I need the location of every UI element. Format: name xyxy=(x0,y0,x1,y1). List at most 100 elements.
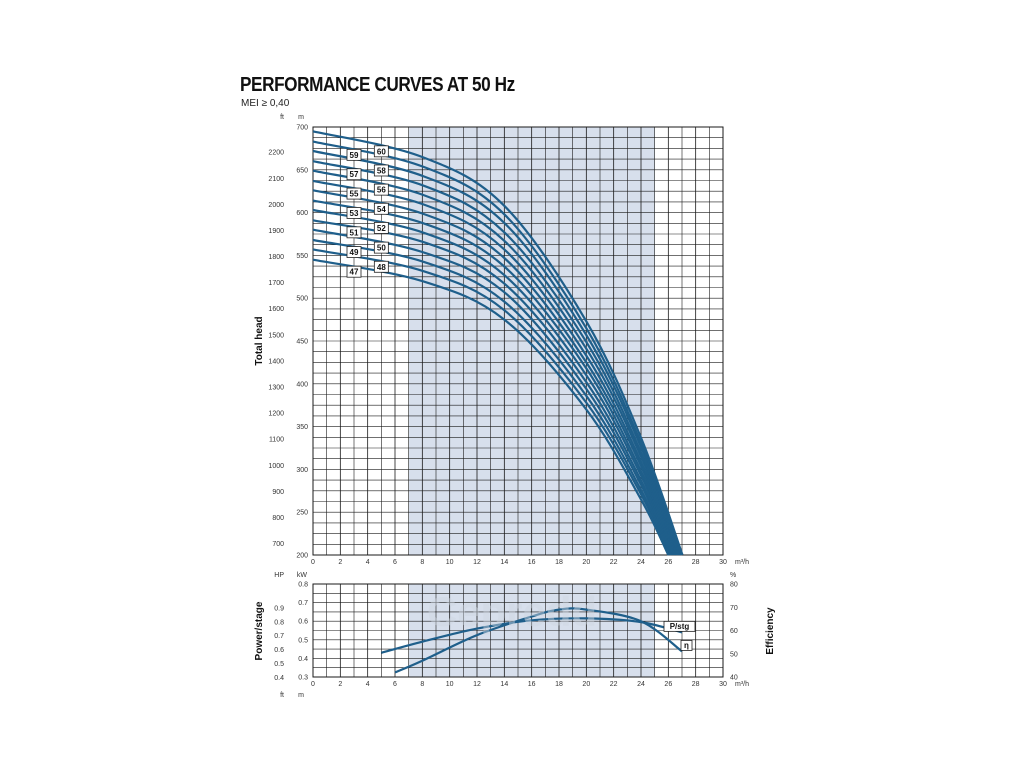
y-tick-label-kw: 0.3 xyxy=(298,675,308,682)
y2-tick-label: 50 xyxy=(730,651,738,658)
y-tick-label-ft: 1600 xyxy=(268,306,284,313)
y-unit-ft: ft xyxy=(280,114,284,121)
y-tick-label-m: 500 xyxy=(296,296,308,303)
y-tick-label-ft: 1000 xyxy=(268,463,284,470)
y-tick-label-ft: 2200 xyxy=(268,150,284,157)
x-tick-label: 20 xyxy=(582,559,590,566)
mei-subtitle: MEI ≥ 0,40 xyxy=(241,98,290,109)
head-curve-51 xyxy=(312,219,674,556)
series-label: η xyxy=(684,641,689,650)
y-tick-label-ft: 1900 xyxy=(268,228,284,235)
curve-label-60: 60 xyxy=(377,147,386,156)
y-tick-label-ft: 700 xyxy=(272,541,284,548)
x-tick-label: 24 xyxy=(637,681,645,688)
head-curve-55 xyxy=(312,179,679,556)
x-tick-label: 12 xyxy=(473,681,481,688)
x-tick-label: 26 xyxy=(664,559,672,566)
x-tick-label: 10 xyxy=(446,681,454,688)
head-curve-49 xyxy=(312,238,672,556)
head-curve-56 xyxy=(312,169,680,556)
curve-label-57: 57 xyxy=(350,170,359,179)
x-tick-label: 26 xyxy=(664,681,672,688)
x-tick-label: 28 xyxy=(692,681,700,688)
y-tick-label-kw: 0.5 xyxy=(298,637,308,644)
y-unit-m: m xyxy=(298,114,304,121)
y-tick-label-ft: 1300 xyxy=(268,385,284,392)
curve-label-box-48 xyxy=(373,260,389,273)
curve-label-box-50 xyxy=(373,241,389,254)
y-tick-label-hp: 0.9 xyxy=(274,605,284,612)
curve-label-53: 53 xyxy=(350,209,359,218)
x-tick-label: 22 xyxy=(610,681,618,688)
curve-label-58: 58 xyxy=(377,166,386,175)
curve-label-box-49 xyxy=(346,246,362,258)
curve-label-52: 52 xyxy=(377,224,386,233)
head-curve-48 xyxy=(312,248,671,556)
head-curve-54 xyxy=(312,189,678,556)
y-unit-hp: HP xyxy=(274,572,284,579)
y-tick-label-ft: 1800 xyxy=(268,254,284,261)
curve-label-56: 56 xyxy=(377,186,386,195)
curve-label-box-57 xyxy=(346,168,362,181)
head-chart: 0 2 4 6 8 10 12 14 16 18 20 22 24 26 28 30 m³/h200250300… xyxy=(254,114,749,566)
y-tick-label-kw: 0.4 xyxy=(298,656,308,663)
series-label-box xyxy=(663,620,696,632)
head-curve-53 xyxy=(312,199,676,556)
curve-efficiency xyxy=(394,607,683,674)
y2-axis-title: Efficiency xyxy=(765,607,776,655)
x-tick-label: 22 xyxy=(610,559,618,566)
curve-label-47: 47 xyxy=(350,268,359,277)
x-tick-label: 10 xyxy=(446,559,454,566)
y-tick-label-ft: 1500 xyxy=(268,332,284,339)
y-tick-label-ft: 1700 xyxy=(268,280,284,287)
x-tick-label: 20 xyxy=(582,681,590,688)
curve-label-box-54 xyxy=(373,202,389,215)
y-tick-label-ft: 1400 xyxy=(268,358,284,365)
x-tick-label: 28 xyxy=(692,559,700,566)
x-tick-label: 0 xyxy=(311,559,315,566)
y-axis-title: Total head xyxy=(254,316,265,365)
x-axis-unit: m³/h xyxy=(735,559,749,566)
x-tick-label: 30 xyxy=(719,681,727,688)
y-tick-label-ft: 2100 xyxy=(268,176,284,183)
curve-label-box-47 xyxy=(346,265,362,278)
y-tick-label-m: 300 xyxy=(296,467,308,474)
y2-unit: % xyxy=(730,572,736,579)
head-curve-59 xyxy=(312,140,683,556)
x-axis-unit: m³/h xyxy=(735,681,749,688)
head-curve-60 xyxy=(312,130,684,556)
curve-label-box-53 xyxy=(346,207,362,219)
y-tick-label-m: 650 xyxy=(296,167,308,174)
y-tick-label-hp: 0.6 xyxy=(274,647,284,654)
x-tick-label: 6 xyxy=(393,559,397,566)
x-tick-label: 4 xyxy=(366,559,370,566)
x-tick-label: 14 xyxy=(500,559,508,566)
y-tick-label-kw: 0.8 xyxy=(298,582,308,589)
x-tick-label: 4 xyxy=(366,681,370,688)
y-tick-label-m: 700 xyxy=(296,125,308,132)
y-tick-label-ft: 1100 xyxy=(269,437,284,444)
footer-unit-ft: ft xyxy=(280,692,284,699)
x-tick-label: 14 xyxy=(500,681,508,688)
y-tick-label-m: 200 xyxy=(296,553,308,560)
curve-label-54: 54 xyxy=(377,205,386,214)
y-tick-label-hp: 0.4 xyxy=(274,675,284,682)
x-tick-label: 8 xyxy=(420,559,424,566)
y2-tick-label: 60 xyxy=(730,628,738,635)
head-curve-50 xyxy=(312,228,673,556)
x-tick-label: 16 xyxy=(528,681,536,688)
curve-label-51: 51 xyxy=(350,228,359,237)
y-tick-label-ft: 800 xyxy=(272,515,284,522)
plot-frame xyxy=(312,126,724,556)
watermark: Cepredd xyxy=(427,588,597,635)
curve-label-49: 49 xyxy=(350,248,359,257)
curve-label-59: 59 xyxy=(350,151,359,160)
curve-label-box-52 xyxy=(373,222,389,234)
x-tick-label: 6 xyxy=(393,681,397,688)
y-tick-label-m: 600 xyxy=(296,210,308,217)
curve-label-box-58 xyxy=(373,164,389,177)
curve-label-box-60 xyxy=(373,145,389,158)
curve-label-box-59 xyxy=(346,148,362,161)
y-tick-label-ft: 2000 xyxy=(268,202,284,209)
